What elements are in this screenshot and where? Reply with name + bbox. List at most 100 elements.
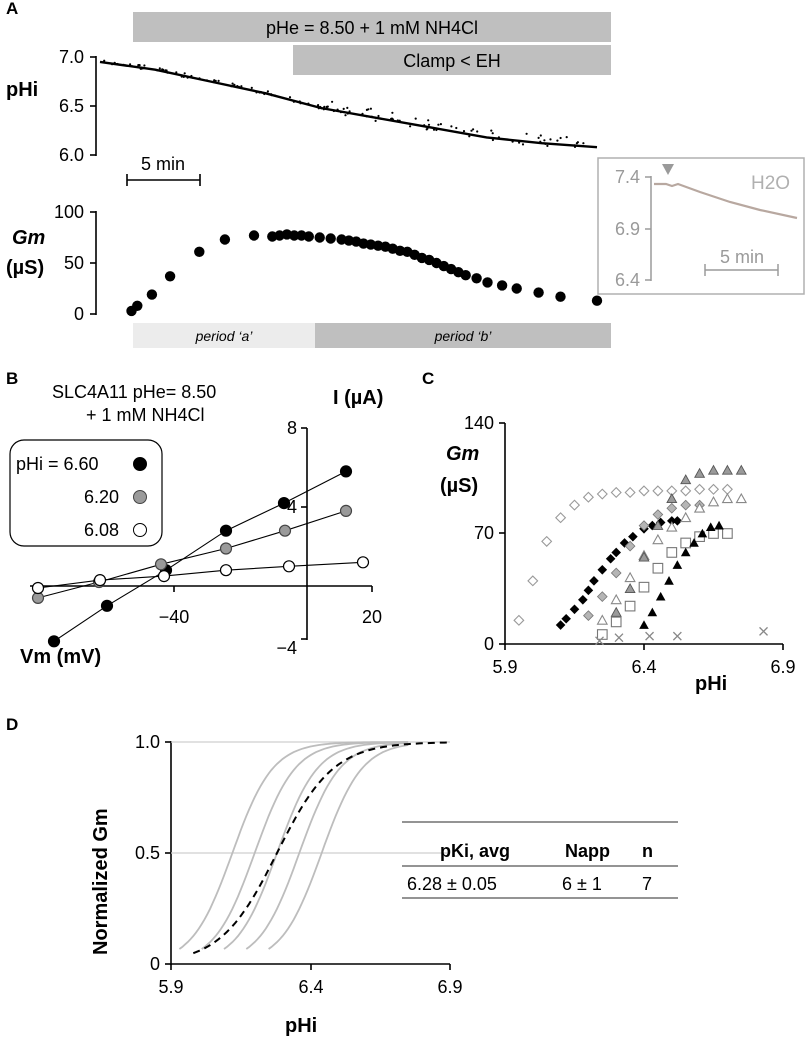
c-ticks <box>499 422 784 650</box>
pHi-sample-dot <box>543 139 546 142</box>
panel-b-label: B <box>6 369 18 388</box>
pHi-sample-dot <box>143 64 146 67</box>
c-marker <box>624 571 636 583</box>
c-marker <box>610 616 622 628</box>
pHi-sample-dot <box>336 108 339 111</box>
iv-point <box>219 524 233 537</box>
inset-tick-6.9: 6.9 <box>615 219 640 239</box>
period-a-bar <box>133 323 315 348</box>
pHi-sample-dot <box>361 112 364 115</box>
pHi-sample-dot <box>414 117 417 120</box>
c-marker <box>596 629 608 640</box>
Gm-point <box>194 246 205 257</box>
c-marker <box>568 499 581 511</box>
pHi-sample-dot <box>556 139 559 142</box>
c-xtick-6.9: 6.9 <box>770 657 795 677</box>
Gm-tick-100: 100 <box>54 202 84 222</box>
iv-point <box>339 504 353 517</box>
pHi-sample-dot <box>191 76 194 79</box>
legend-marker-6.08 <box>133 523 147 537</box>
pHi-sample-dot <box>325 106 328 110</box>
Gm-point <box>325 233 336 244</box>
c-marker <box>705 522 716 532</box>
pHi-sample-dot <box>130 65 133 68</box>
Gm-point <box>132 300 143 311</box>
legend-marker-6.60 <box>133 457 147 471</box>
pHi-sample-dot <box>491 132 494 135</box>
d-average-curve <box>192 741 450 955</box>
d-ytick-0.5: 0.5 <box>135 843 160 863</box>
pHi-sample-dot <box>217 79 220 82</box>
d-ytick-1.0: 1.0 <box>135 732 160 752</box>
inset-arrowhead-icon <box>662 164 674 175</box>
pHi-sample-dot <box>288 96 292 99</box>
Gm-point <box>146 289 158 300</box>
pHi-trace <box>99 59 598 149</box>
c-marker <box>680 474 692 485</box>
c-marker <box>624 540 636 552</box>
pHi-tick-6.5: 6.5 <box>59 96 84 116</box>
pHi-sample-dot <box>164 69 167 72</box>
period-b-bar <box>315 323 611 348</box>
c-marker <box>652 509 664 520</box>
clamp-bar <box>293 45 611 75</box>
c-marker <box>513 614 525 626</box>
c-marker <box>555 620 566 630</box>
panel-b-title-line1: SLC4A11 pHe= 8.50 <box>52 382 216 402</box>
pHi-sample-dot <box>182 75 185 78</box>
c-marker <box>628 531 638 542</box>
iv-point <box>339 465 353 478</box>
iv-point <box>282 560 296 573</box>
iv-line <box>37 561 364 589</box>
period-b-label: period ‘b’ <box>434 328 493 344</box>
Gm-point <box>460 270 471 281</box>
d-ytick-0: 0 <box>150 954 160 974</box>
pHi-sample-dot <box>307 102 310 105</box>
Gm-point <box>303 231 314 242</box>
pHi-sample-dot <box>137 64 140 67</box>
pHi-sample-dot <box>346 112 349 115</box>
iv-plot <box>31 465 370 648</box>
pHi-sample-dot <box>521 143 525 146</box>
pHi-sample-dot <box>190 74 193 78</box>
pHi-sample-dot <box>576 141 580 144</box>
c-marker <box>707 464 720 475</box>
Gm-point <box>533 287 544 298</box>
pHi-sample-dot <box>232 85 235 88</box>
iv-point <box>277 497 291 510</box>
c-ytick-70: 70 <box>474 523 494 543</box>
c-marker <box>672 560 683 569</box>
pHi-sample-dot <box>298 100 301 103</box>
c-marker <box>610 593 622 605</box>
pHi-sample-dot <box>186 76 189 79</box>
table-header-pk: pKi, avg <box>440 841 510 861</box>
pHi-sample-dot <box>158 69 162 72</box>
c-marker <box>652 533 664 545</box>
c-marker <box>652 562 664 574</box>
c-marker <box>597 565 608 575</box>
c-marker <box>693 502 706 513</box>
panel-c-label: C <box>422 369 434 388</box>
pHi-sample-dot <box>582 142 585 145</box>
pHi-sample-dot <box>390 117 394 120</box>
pHi-sample-dot <box>423 124 426 127</box>
c-marker <box>638 485 650 497</box>
pHi-sample-dot <box>435 128 438 132</box>
pHi-sample-dot <box>437 123 440 126</box>
c-xtick-6.4: 6.4 <box>631 657 656 677</box>
c-marker <box>624 583 636 594</box>
Gm-point <box>164 271 176 282</box>
voltage-tick-20: 20 <box>362 607 382 627</box>
legend-item-6.60: pHi = 6.60 <box>16 454 99 474</box>
water-inset: 7.4 6.9 6.4 H2O 5 min <box>597 157 805 295</box>
table-cell-n: 7 <box>642 874 652 894</box>
c-marker <box>679 511 692 523</box>
c-marker <box>595 636 604 646</box>
Gm-point <box>471 273 482 284</box>
c-marker <box>638 520 650 531</box>
c-marker <box>672 631 682 641</box>
pHi-sample-dot <box>439 123 442 126</box>
pHi-sample-dot <box>348 110 351 113</box>
pHi-sample-dot <box>141 67 144 70</box>
